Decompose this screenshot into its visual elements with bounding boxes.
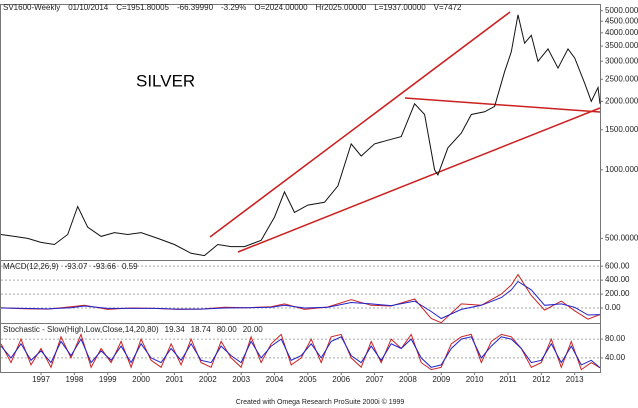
y-tick-label: 2000.000 [605,96,638,105]
x-tick-label: 2005 [299,375,317,384]
y-tick-label: 40.00 [605,353,626,362]
x-tick-label: 2011 [499,375,517,384]
y-tick-label: 600.00 [605,261,630,270]
y-tick-label: 80.00 [605,334,626,343]
y-tick-label: 3500.000 [605,41,638,50]
panel-readout: 80.00 [217,325,238,334]
y-tick-label: 4000.000 [605,28,638,37]
header-text: L=1937.00000 [374,3,426,12]
header-text: Hr2025.00000 [316,3,367,12]
series-line [0,280,601,320]
panel-readout: 19.34 [165,325,186,334]
y-tick-label: 1500.000 [605,125,638,134]
x-tick-label: 2013 [566,375,584,384]
y-tick-label: 5000.000 [605,6,638,15]
plot-frame [0,4,601,373]
trend-line [209,11,511,238]
y-tick-label: 3000.000 [605,56,638,65]
y-tick-label: 400.00 [605,275,630,284]
x-tick-label: 2010 [466,375,484,384]
header-text: C=1951.80005 [116,3,169,12]
panel-readout: 20.00 [243,325,264,334]
x-tick-label: 1999 [99,375,117,384]
y-tick-label: 4500.000 [605,16,638,25]
header-text: 01/10/2014 [68,3,109,12]
x-tick-label: 2007 [366,375,384,384]
x-tick-label: 2012 [532,375,550,384]
y-tick-label: 200.00 [605,289,630,298]
header-text: SV1600-Weekly [3,3,60,12]
panel-title: MACD(12,26,9) [3,262,59,271]
footer: Created with Omega Research ProSuite 200… [236,398,405,406]
panel-readout: 18.74 [191,325,212,334]
y-tick-label: 0.00 [605,303,621,312]
header-text: -66.39990 [177,3,214,12]
trend-line [404,97,601,113]
series-line [0,273,601,324]
x-tick-label: 2008 [399,375,417,384]
x-tick-label: 2009 [432,375,450,384]
header-text: -3.29% [221,3,246,12]
x-tick-label: 2002 [199,375,217,384]
panel-readout: -93.07 [65,262,88,271]
panel-readout: 0.59 [122,262,138,271]
series-line [0,336,601,369]
trend-line [237,107,601,253]
x-tick-label: 2004 [266,375,284,384]
panel-title: Stochastic - Slow(High,Low,Close,14,20,8… [3,325,159,334]
y-tick-label: 1000.000 [605,165,638,174]
y-tick-label: 2500.000 [605,74,638,83]
series-line [0,332,601,371]
x-tick-label: 2000 [132,375,150,384]
header-text: V=7472 [434,3,462,12]
x-tick-label: 2006 [332,375,350,384]
series-line [0,14,601,257]
y-tick-label: 500.0000 [605,233,638,242]
x-tick-label: 2001 [166,375,184,384]
x-tick-label: 2003 [232,375,250,384]
x-tick-label: 1997 [32,375,50,384]
header-text: O=2024.00000 [254,3,308,12]
annotation: SILVER [136,71,195,90]
x-tick-label: 1998 [65,375,83,384]
panel-readout: -93.66 [93,262,116,271]
